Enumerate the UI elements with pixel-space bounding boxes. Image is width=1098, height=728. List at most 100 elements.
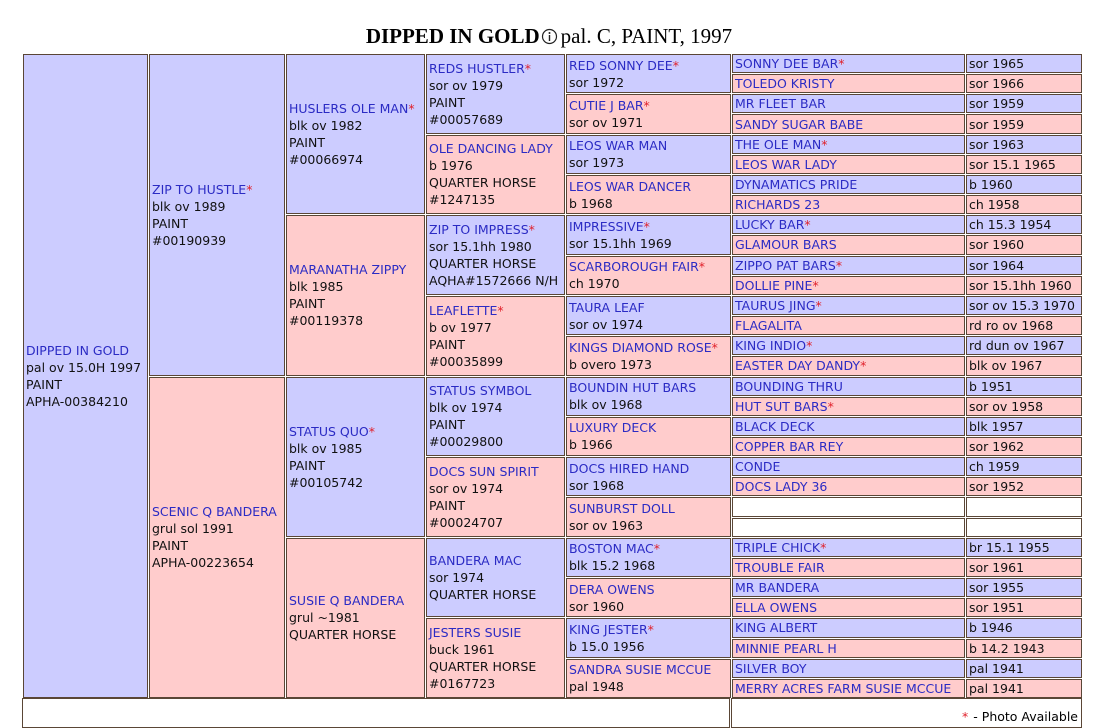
horse-name[interactable]: STATUS QUO (289, 423, 369, 439)
horse-name[interactable]: DOCS SUN SPIRIT (429, 463, 539, 479)
horse-name[interactable]: SCARBOROUGH FAIR (569, 259, 699, 275)
horse-name[interactable]: THE OLE MAN (735, 136, 822, 152)
horse-name[interactable]: KING ALBERT (735, 620, 818, 636)
horse-cell: TROUBLE FAIR (732, 557, 965, 578)
horse-name[interactable]: REDS HUSTLER (429, 60, 525, 76)
horse-name[interactable]: BOUNDING THRU (735, 378, 843, 394)
photo-mark: * (653, 541, 661, 557)
horse-name[interactable]: SONNY DEE BAR (735, 56, 839, 72)
name-line: TRIPLE CHICK* (735, 539, 964, 556)
horse-name[interactable]: RICHARDS 23 (735, 197, 821, 213)
horse-detail: b 1946 (969, 620, 1013, 636)
horse-cell: THE OLE MAN* (732, 134, 965, 154)
horse-name[interactable]: HUSLERS OLE MAN (289, 101, 409, 117)
horse-name[interactable]: LUXURY DECK (569, 420, 657, 436)
name-line: SONNY DEE BAR* (735, 55, 964, 72)
horse-info-cell: sor 1966 (966, 74, 1082, 94)
horse-name[interactable]: BOUNDIN HUT BARS (569, 380, 697, 396)
horse-name[interactable]: SILVER BOY (735, 660, 807, 676)
photo-mark: * (806, 338, 813, 354)
horse-detail: sor 1951 (969, 600, 1025, 616)
horse-name[interactable]: SCENIC Q BANDERA (152, 504, 277, 520)
horse-name[interactable]: BOSTON MAC (569, 541, 654, 557)
horse-name[interactable]: LEOS WAR MAN (569, 138, 668, 154)
horse-name[interactable]: CUTIE J BAR (569, 97, 644, 113)
horse-name[interactable]: ZIPPO PAT BARS (735, 257, 836, 273)
horse-name[interactable]: ZIP TO HUSTLE (152, 181, 247, 197)
horse-name[interactable]: DOCS HIRED HAND (569, 460, 690, 476)
info-icon[interactable] (541, 28, 558, 45)
horse-name[interactable]: TAURUS JING (735, 297, 816, 313)
horse-name[interactable]: DERA OWENS (569, 581, 655, 597)
name-line: ELLA OWENS (735, 599, 964, 616)
horse-name[interactable]: BANDERA MAC (429, 553, 522, 569)
horse-name[interactable]: IMPRESSIVE (569, 218, 644, 234)
horse-name[interactable]: GLAMOUR BARS (735, 237, 837, 253)
horse-name[interactable]: TRIPLE CHICK (735, 539, 821, 555)
horse-name[interactable]: LUCKY BAR (735, 217, 805, 233)
name-line: CUTIE J BAR* (569, 97, 730, 114)
horse-info-cell: sor 1962 (966, 436, 1082, 457)
horse-name[interactable]: DYNAMATICS PRIDE (735, 177, 858, 193)
horse-name[interactable]: SUSIE Q BANDERA (289, 593, 405, 609)
horse-name[interactable]: TROUBLE FAIR (735, 559, 825, 575)
name-line: BANDERA MAC (429, 552, 564, 569)
horse-name[interactable]: SANDRA SUSIE MCCUE (569, 662, 712, 678)
horse-name[interactable]: MERRY ACRES FARM SUSIE MCCUE (735, 680, 952, 696)
horse-cell: TOLEDO KRISTY (732, 74, 965, 94)
horse-info-cell: sor ov 15.3 1970 (966, 295, 1082, 316)
horse-name[interactable]: HUT SUT BARS (735, 398, 828, 414)
name-line: STATUS QUO* (289, 423, 424, 440)
horse-name[interactable]: RED SONNY DEE (569, 57, 673, 73)
horse-name[interactable]: DIPPED IN GOLD (26, 343, 130, 358)
horse-detail: PAINT (289, 296, 325, 312)
horse-name[interactable]: SUNBURST DOLL (569, 501, 675, 517)
horse-name[interactable]: BLACK DECK (735, 418, 815, 434)
horse-detail: sor 1965 (969, 56, 1025, 72)
horse-name[interactable]: JESTERS SUSIE (429, 625, 522, 641)
horse-name[interactable]: ELLA OWENS (735, 600, 818, 616)
horse-detail: #00029800 (429, 434, 504, 450)
horse-name[interactable]: MINNIE PEARL H (735, 640, 837, 656)
name-line: DIPPED IN GOLD (26, 342, 147, 359)
horse-name[interactable]: LEOS WAR LADY (735, 156, 837, 172)
horse-name[interactable]: COPPER BAR REY (735, 439, 844, 455)
horse-name[interactable]: ZIP TO IMPRESS (429, 222, 529, 238)
horse-cell: FLAGALITA (732, 316, 965, 336)
name-line: LUXURY DECK (569, 419, 730, 436)
horse-name[interactable]: MR BANDERA (735, 580, 820, 596)
horse-name[interactable]: FLAGALITA (735, 318, 802, 334)
horse-cell: ELLA OWENS (732, 598, 965, 618)
horse-name[interactable]: MARANATHA ZIPPY (289, 262, 407, 278)
horse-cell: ZIP TO HUSTLE* blk ov 1989 PAINT #00190939 (149, 54, 285, 376)
horse-name[interactable]: CONDE (735, 459, 781, 475)
horse-detail: ch 1958 (969, 197, 1020, 213)
horse-name[interactable]: LEAFLETTE (429, 302, 498, 318)
horse-name[interactable]: STATUS SYMBOL (429, 383, 532, 399)
horse-name[interactable]: SANDY SUGAR BABE (735, 116, 864, 132)
horse-detail: blk ov 1967 (969, 358, 1043, 374)
horse-detail: sor 1972 (569, 74, 625, 90)
horse-name[interactable]: DOCS LADY 36 (735, 479, 828, 495)
photo-mark: * (643, 97, 650, 113)
horse-detail: sor 1959 (969, 116, 1025, 132)
horse-detail: sor ov 1971 (569, 114, 644, 130)
horse-info-cell: b 1951 (966, 376, 1082, 396)
horse-name[interactable]: TOLEDO KRISTY (735, 76, 835, 92)
horse-name[interactable]: OLE DANCING LADY (429, 141, 553, 157)
horse-name[interactable]: LEOS WAR DANCER (569, 178, 692, 194)
horse-info-cell: pal 1941 (966, 678, 1082, 698)
horse-name[interactable]: DOLLIE PINE (735, 277, 813, 293)
name-line: HUT SUT BARS* (735, 398, 964, 415)
horse-name[interactable]: MR FLEET BAR (735, 96, 826, 112)
horse-name[interactable]: EASTER DAY DANDY (735, 358, 861, 374)
horse-name[interactable]: KING INDIO (735, 338, 807, 354)
legend: * - Photo Available (962, 709, 1078, 724)
horse-info-cell: blk ov 1967 (966, 356, 1082, 376)
horse-name[interactable]: TAURA LEAF (569, 299, 645, 315)
horse-info-cell: sor 1963 (966, 134, 1082, 154)
name-line: SCENIC Q BANDERA (152, 503, 284, 520)
horse-name[interactable]: KINGS DIAMOND ROSE (569, 339, 712, 355)
name-line: SCARBOROUGH FAIR* (569, 258, 730, 275)
horse-name[interactable]: KING JESTER (569, 622, 648, 638)
